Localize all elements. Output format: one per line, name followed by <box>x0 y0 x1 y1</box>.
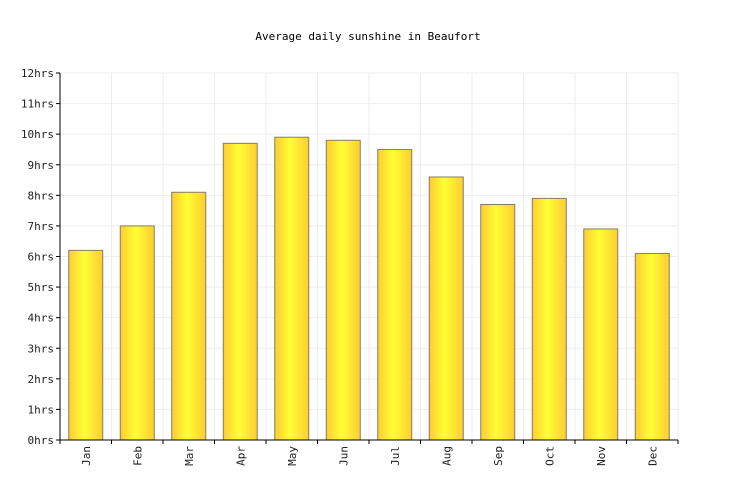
x-tick-label: Sep <box>492 446 505 466</box>
x-tick-label: Mar <box>183 446 196 466</box>
y-tick-labels: 0hrs 1hrs 2hrs 3hrs 4hrs 5hrs 6hrs 7hrs 8hrs 9hrs… <box>21 67 54 447</box>
bar-aug <box>428 176 464 441</box>
bar-may <box>274 136 310 441</box>
x-tick-label: Feb <box>131 446 144 466</box>
x-tick-label: Jan <box>80 446 93 466</box>
bar-apr <box>222 142 258 441</box>
x-tick-label: Aug <box>440 446 453 466</box>
x-tick-label: May <box>286 446 299 466</box>
grid <box>59 72 679 441</box>
axes <box>56 72 679 444</box>
bar-nov <box>583 228 619 441</box>
bar-sep <box>480 204 516 441</box>
bar-mar <box>171 191 207 441</box>
y-tick-label: 9hrs <box>28 159 55 172</box>
bar-jan <box>68 249 104 441</box>
chart-title: Average daily sunshine in Beaufort <box>255 30 481 43</box>
y-tick-label: 2hrs <box>28 373 55 386</box>
bar-feb <box>119 225 155 441</box>
bar-oct <box>531 197 567 441</box>
x-tick-labels: Jan Feb Mar Apr May Jun Jul Aug Sep Oct Nov Dec <box>80 446 660 466</box>
y-tick-label: 0hrs <box>28 434 55 447</box>
bars <box>68 136 670 441</box>
bar-jun <box>325 139 361 441</box>
y-tick-label: 4hrs <box>28 312 55 325</box>
y-tick-label: 7hrs <box>28 220 55 233</box>
y-tick-label: 5hrs <box>28 281 55 294</box>
x-tick-label: Dec <box>646 446 659 466</box>
y-tick-label: 11hrs <box>21 98 54 111</box>
y-tick-label: 10hrs <box>21 128 54 141</box>
x-tick-label: Oct <box>543 446 556 466</box>
x-tick-label: Jul <box>389 446 402 466</box>
y-tick-label: 3hrs <box>28 342 55 355</box>
x-tick-label: Jun <box>337 446 350 466</box>
x-tick-label: Apr <box>234 446 247 466</box>
y-tick-label: 12hrs <box>21 67 54 80</box>
x-tick-label: Nov <box>595 446 608 466</box>
bar-dec <box>634 252 670 441</box>
y-tick-label: 6hrs <box>28 251 55 264</box>
y-tick-label: 1hrs <box>28 403 55 416</box>
y-tick-label: 8hrs <box>28 189 55 202</box>
bar-jul <box>377 148 413 441</box>
